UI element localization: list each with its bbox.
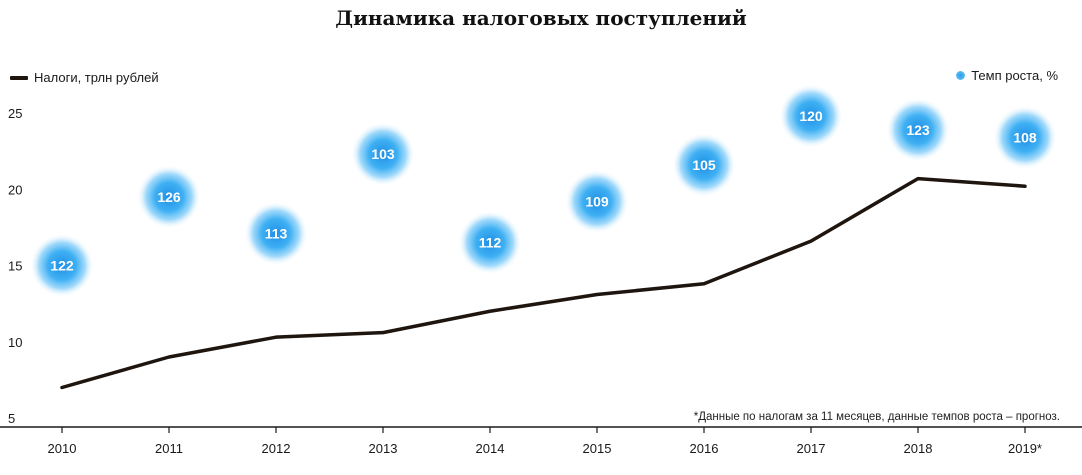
growth-bubble — [779, 84, 843, 149]
line-point — [381, 331, 385, 335]
growth-bubble-label: 103 — [371, 146, 395, 162]
chart-title: Динамика налоговых поступлений — [335, 6, 747, 30]
line-point — [488, 309, 492, 313]
y-tick-label: 5 — [8, 411, 15, 426]
growth-bubble-label: 122 — [50, 258, 74, 274]
line-point — [167, 355, 171, 359]
x-tick-label: 2016 — [690, 441, 719, 456]
growth-bubble — [458, 210, 522, 275]
y-tick-label: 15 — [8, 259, 22, 274]
growth-bubble — [993, 105, 1057, 170]
growth-bubble — [672, 132, 736, 197]
x-tick-label: 2014 — [476, 441, 505, 456]
growth-bubble — [565, 169, 629, 234]
x-tick-label: 2019* — [1008, 441, 1042, 456]
growth-bubble-label: 108 — [1013, 129, 1037, 145]
x-tick-label: 2011 — [155, 441, 183, 456]
x-tick-label: 2013 — [369, 441, 398, 456]
legend-taxes-label: Налоги, трлн рублей — [34, 70, 159, 85]
footnote: *Данные по налогам за 11 месяцев, данные… — [693, 411, 1060, 423]
line-point — [60, 386, 64, 389]
growth-bubble-label: 105 — [692, 157, 716, 173]
line-point — [1023, 184, 1027, 188]
line-point — [809, 239, 813, 243]
legend-growth-label: Темп роста, % — [971, 68, 1058, 83]
legend-growth: Темп роста, % — [956, 68, 1058, 83]
x-tick-label: 2010 — [48, 441, 77, 456]
line-point — [916, 177, 920, 181]
growth-bubble-label: 123 — [906, 122, 930, 138]
series-line-taxes — [60, 176, 1027, 390]
x-tick-label: 2015 — [583, 441, 612, 456]
line-point — [274, 335, 278, 339]
growth-bubble — [351, 122, 415, 187]
growth-bubble-label: 109 — [585, 193, 609, 209]
growth-bubble-label: 126 — [157, 189, 181, 205]
y-tick-label: 10 — [8, 335, 22, 350]
x-tick-label: 2017 — [797, 441, 826, 456]
growth-bubble-label: 112 — [479, 235, 502, 251]
legend-dot-swatch — [956, 71, 966, 80]
legend-taxes: Налоги, трлн рублей — [10, 70, 159, 85]
y-tick-label: 20 — [8, 182, 22, 197]
growth-bubble-label: 120 — [799, 108, 823, 124]
x-tick-label: 2018 — [904, 441, 933, 456]
growth-bubble — [137, 164, 201, 229]
legend-line-swatch — [10, 75, 28, 80]
line-point — [702, 282, 706, 286]
y-tick-label: 25 — [8, 106, 22, 121]
growth-bubble-label: 113 — [265, 225, 288, 241]
growth-bubble — [886, 97, 950, 162]
growth-bubble — [244, 201, 308, 266]
line-point — [595, 292, 599, 296]
growth-bubble — [30, 233, 94, 298]
x-tick-label: 2012 — [262, 441, 291, 456]
